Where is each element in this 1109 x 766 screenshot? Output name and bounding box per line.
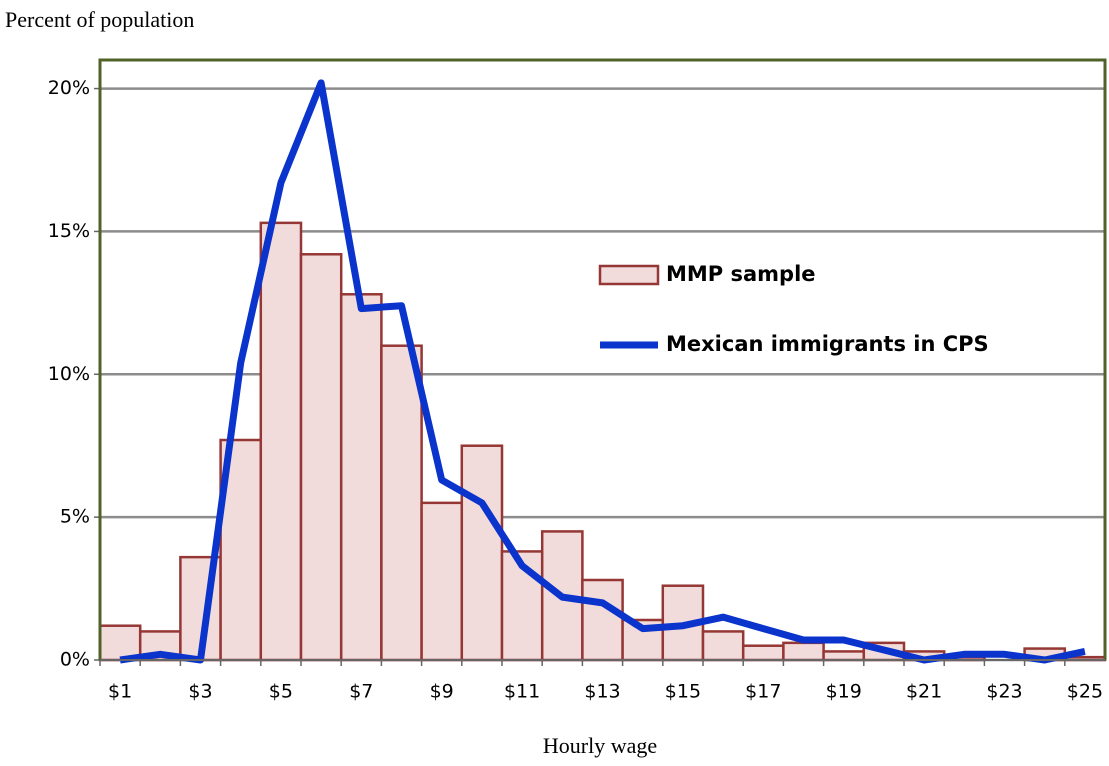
bar bbox=[701, 630, 745, 662]
bar bbox=[259, 221, 303, 662]
bar bbox=[299, 253, 343, 662]
x-tick-label: $13 bbox=[584, 681, 620, 703]
bar bbox=[420, 501, 464, 662]
chart-title: Percent of population bbox=[5, 7, 194, 32]
y-tick-label: 5% bbox=[60, 506, 90, 528]
bar bbox=[460, 444, 504, 662]
y-tick-label: 10% bbox=[48, 363, 90, 385]
x-tick-label: $7 bbox=[349, 681, 373, 703]
y-tick-label: 20% bbox=[48, 77, 90, 99]
x-tick-label: $15 bbox=[665, 681, 701, 703]
legend-item: Mexican immigrants in CPS bbox=[600, 332, 989, 356]
y-tick-label: 0% bbox=[60, 649, 90, 671]
x-tick-label: $19 bbox=[826, 681, 862, 703]
legend-swatch bbox=[598, 264, 660, 286]
legend-label: Mexican immigrants in CPS bbox=[666, 332, 989, 356]
legend-label: MMP sample bbox=[666, 262, 816, 286]
y-tick-label: 15% bbox=[48, 220, 90, 242]
legend-item: MMP sample bbox=[598, 262, 816, 286]
plot-frame bbox=[98, 58, 1107, 660]
x-tick-label: $5 bbox=[269, 681, 293, 703]
bar bbox=[581, 578, 624, 662]
x-tick-label: $1 bbox=[108, 681, 132, 703]
x-tick-label: $23 bbox=[986, 681, 1022, 703]
bar bbox=[741, 644, 785, 662]
x-tick-label: $17 bbox=[745, 681, 781, 703]
bar bbox=[782, 641, 825, 662]
bar bbox=[822, 650, 866, 662]
x-tick-label: $9 bbox=[430, 681, 454, 703]
x-tick-label: $25 bbox=[1067, 681, 1103, 703]
x-tick-label: $3 bbox=[188, 681, 212, 703]
bar bbox=[380, 344, 423, 662]
bar bbox=[339, 293, 383, 662]
x-tick-label: $21 bbox=[906, 681, 942, 703]
x-axis-label: Hourly wage bbox=[543, 733, 657, 758]
x-tick-label: $11 bbox=[504, 681, 540, 703]
